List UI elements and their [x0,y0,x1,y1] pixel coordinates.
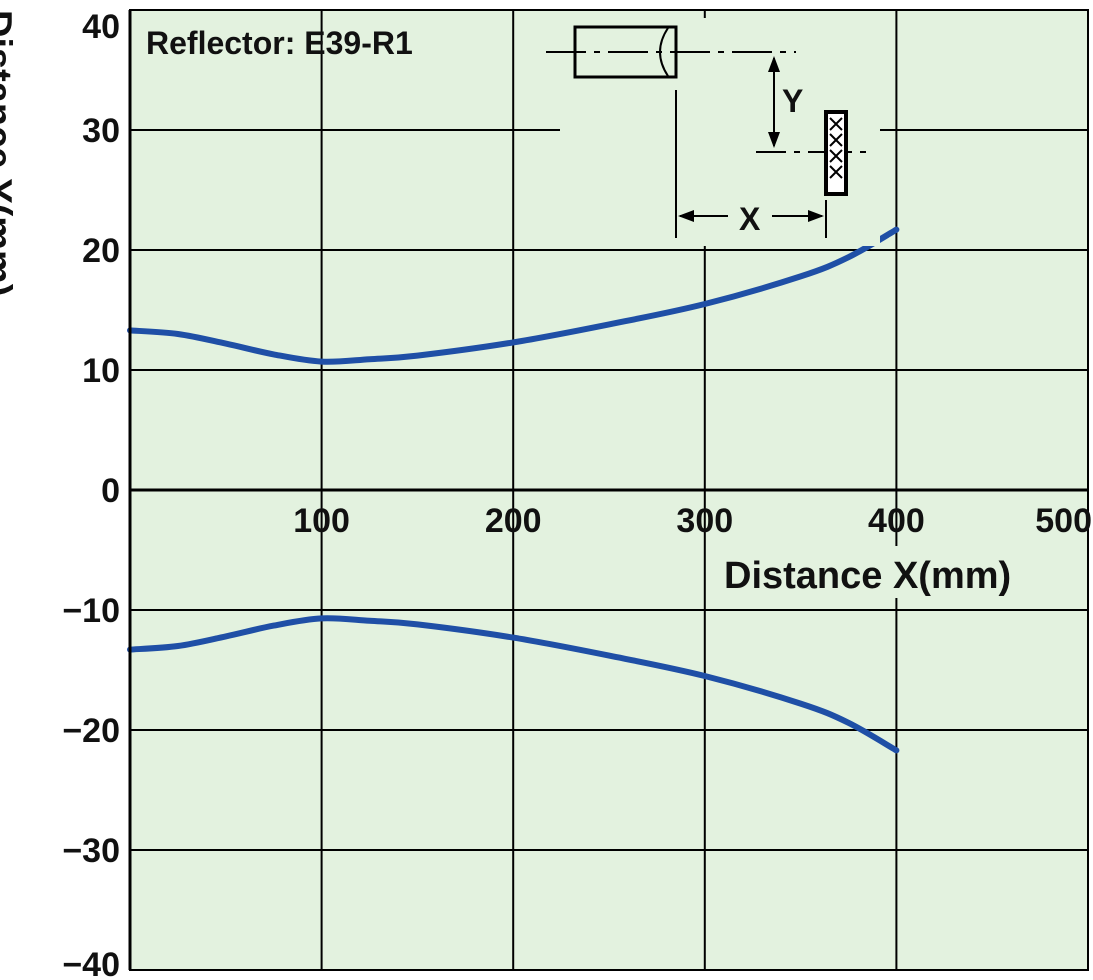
x-tick-label: 500 [1035,502,1092,540]
y-tick-label: 40 [82,8,120,46]
x-dimension-label: X [739,201,761,237]
x-tick-label: 200 [485,502,542,540]
y-tick-label: −30 [62,832,120,870]
y-tick-label: −40 [62,946,120,980]
upper-range-curve [127,226,900,365]
lower-range-curve [127,615,900,754]
y-dimension-label: Y [782,83,803,119]
y-tick-label: −20 [62,712,120,750]
x-axis-label: Distance X(mm) [724,555,1011,597]
y-tick-labels: 40 30 20 10 0 −10 −20 −30 −40 [62,8,120,980]
x-arrow-left [678,210,694,222]
y-tick-label: 20 [82,232,120,270]
x-axis-label-bg [718,546,1080,598]
reflector-hatch [829,117,843,179]
x-tick-label: 100 [293,502,350,540]
y-arrow-top [768,56,780,72]
y-tick-label: 30 [82,112,120,150]
series-layer [127,226,900,754]
measurement-diagram: Y X [546,18,880,246]
x-tick-labels: 100 200 300 400 500 [293,502,1092,540]
y-axis-label: Distance Y(mm) [0,10,19,297]
x-tick-label: 400 [868,502,925,540]
reflector-annotation: Reflector: E39-R1 [146,25,413,61]
y-tick-label: 10 [82,352,120,390]
reflector-icon [824,110,848,196]
y-tick-label: −10 [62,592,120,630]
y-tick-label: 0 [101,472,120,510]
x-tick-label: 300 [676,502,733,540]
y-arrow-bottom [768,132,780,148]
x-arrow-right [808,210,824,222]
